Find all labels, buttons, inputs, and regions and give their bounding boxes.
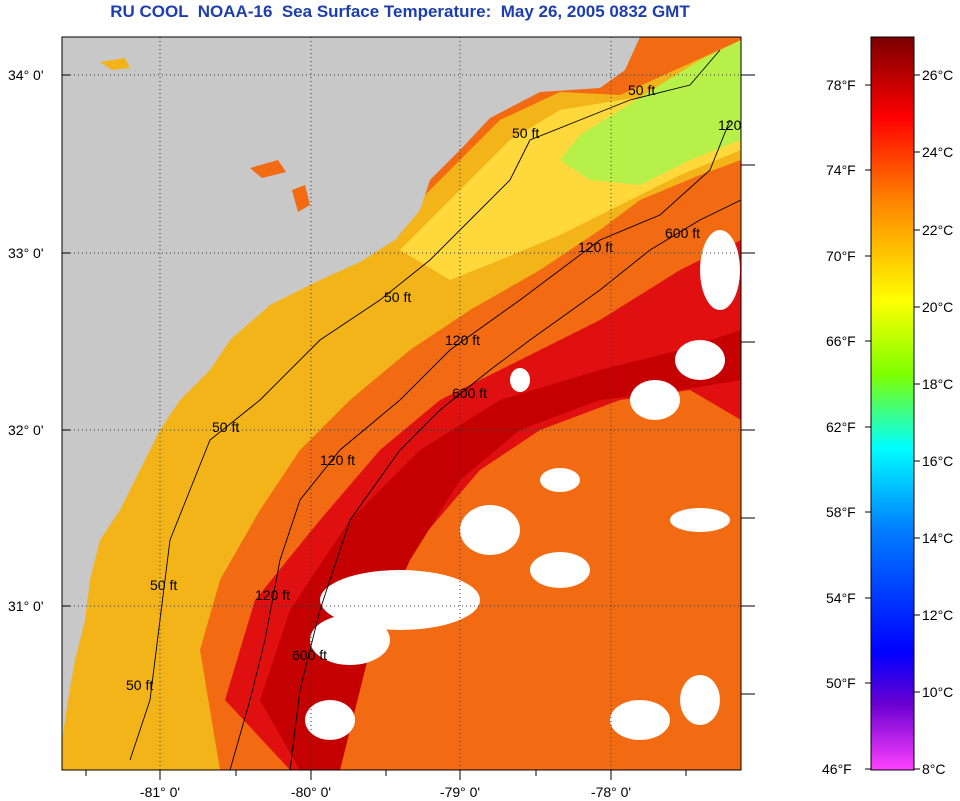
celsius-label: 24°C: [922, 144, 954, 160]
contour-label: 600 ft: [452, 385, 487, 401]
fahrenheit-label: 62°F: [826, 419, 856, 435]
map-ticks: [62, 74, 755, 780]
bathymetry-contours: [129, 49, 741, 770]
contour-label: 600 ft: [665, 225, 700, 241]
map-title: RU COOL NOAA-16 Sea Surface Temperature:…: [110, 2, 690, 21]
celsius-label: 18°C: [922, 376, 954, 392]
contour-label: 50 ft: [512, 125, 539, 141]
inland-lake-1: [100, 58, 130, 70]
cloud-cover: [305, 230, 740, 740]
contour-label: 120 ft: [255, 587, 290, 603]
fahrenheit-label: 54°F: [826, 590, 856, 606]
longitude-labels: -81° 0' -80° 0' -79° 0' -78° 0': [140, 784, 631, 800]
inland-lake-2: [250, 160, 286, 178]
fahrenheit-label: 58°F: [826, 504, 856, 520]
colorbar: [870, 36, 915, 771]
contour-label: 600 ft: [292, 647, 327, 663]
celsius-label: 8°C: [922, 761, 946, 777]
fahrenheit-label: 70°F: [826, 248, 856, 264]
inland-lake-3: [292, 185, 310, 212]
contour-120ft: [229, 119, 731, 770]
contour-label: 120 ft: [445, 332, 480, 348]
lon-label: -81° 0': [140, 784, 180, 800]
contour-label: 50 ft: [150, 577, 177, 593]
map-plot-area: 50 ft 50 ft 50 ft 50 ft 50 ft 50 ft 120 …: [62, 37, 753, 770]
celsius-label: 22°C: [922, 222, 954, 238]
map-frame: [61, 36, 742, 771]
celsius-label: 10°C: [922, 684, 954, 700]
cool-upwelling-water: [560, 40, 741, 185]
contour-labels: 50 ft 50 ft 50 ft 50 ft 50 ft 50 ft 120 …: [126, 82, 753, 693]
contour-600ft: [289, 199, 741, 770]
lon-label: -80° 0': [291, 784, 331, 800]
lat-label: 33° 0': [8, 245, 44, 261]
celsius-label: 14°C: [922, 530, 954, 546]
fahrenheit-label: 50°F: [826, 675, 856, 691]
fahrenheit-label: 66°F: [826, 333, 856, 349]
celsius-label: 12°C: [922, 607, 954, 623]
contour-label: 50 ft: [628, 82, 655, 98]
latitude-labels: 34° 0' 33° 0' 32° 0' 31° 0': [8, 67, 44, 614]
fahrenheit-label: 46°F: [822, 761, 852, 777]
contour-label: 120 ft: [718, 117, 753, 133]
fahrenheit-label: 78°F: [826, 77, 856, 93]
lat-label: 32° 0': [8, 422, 44, 438]
celsius-label: 26°C: [922, 67, 954, 83]
contour-50ft: [129, 49, 721, 761]
fahrenheit-label: 74°F: [826, 162, 856, 178]
celsius-label: 20°C: [922, 299, 954, 315]
colorbar-ticks: [865, 74, 920, 770]
contour-label: 120 ft: [578, 239, 613, 255]
lat-label: 31° 0': [8, 598, 44, 614]
lon-label: -79° 0': [440, 784, 480, 800]
contour-label: 120 ft: [320, 452, 355, 468]
contour-label: 50 ft: [126, 677, 153, 693]
land: [62, 37, 640, 740]
lon-label: -78° 0': [591, 784, 631, 800]
contour-label: 50 ft: [384, 289, 411, 305]
celsius-label: 16°C: [922, 453, 954, 469]
contour-label: 50 ft: [212, 419, 239, 435]
lat-label: 34° 0': [8, 67, 44, 83]
